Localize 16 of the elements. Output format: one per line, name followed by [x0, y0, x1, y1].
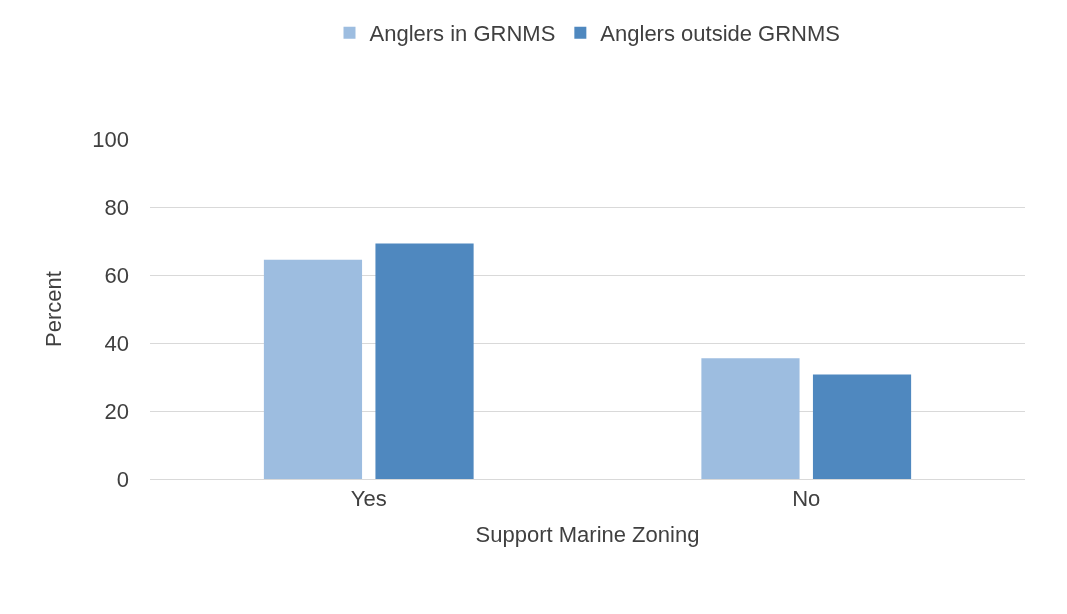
x-tick-label: Yes — [350, 486, 387, 512]
y-tick-label: 80 — [104, 194, 129, 220]
bar — [263, 259, 363, 479]
bar — [812, 374, 912, 479]
y-tick-label: 60 — [104, 262, 129, 288]
legend-label: Anglers in GRNMS — [369, 21, 556, 47]
bar — [375, 243, 474, 479]
y-tick-label: 20 — [104, 398, 129, 424]
y-tick-label: 100 — [92, 126, 129, 152]
y-tick-label: 0 — [116, 466, 129, 492]
x-tick-label: No — [792, 486, 821, 512]
y-tick-label: 40 — [104, 330, 129, 356]
x-axis-title: Support Marine Zoning — [475, 522, 700, 548]
legend-label: Anglers outside GRNMS — [600, 21, 840, 47]
y-axis-title: Percent — [41, 271, 67, 347]
bar — [701, 358, 800, 479]
